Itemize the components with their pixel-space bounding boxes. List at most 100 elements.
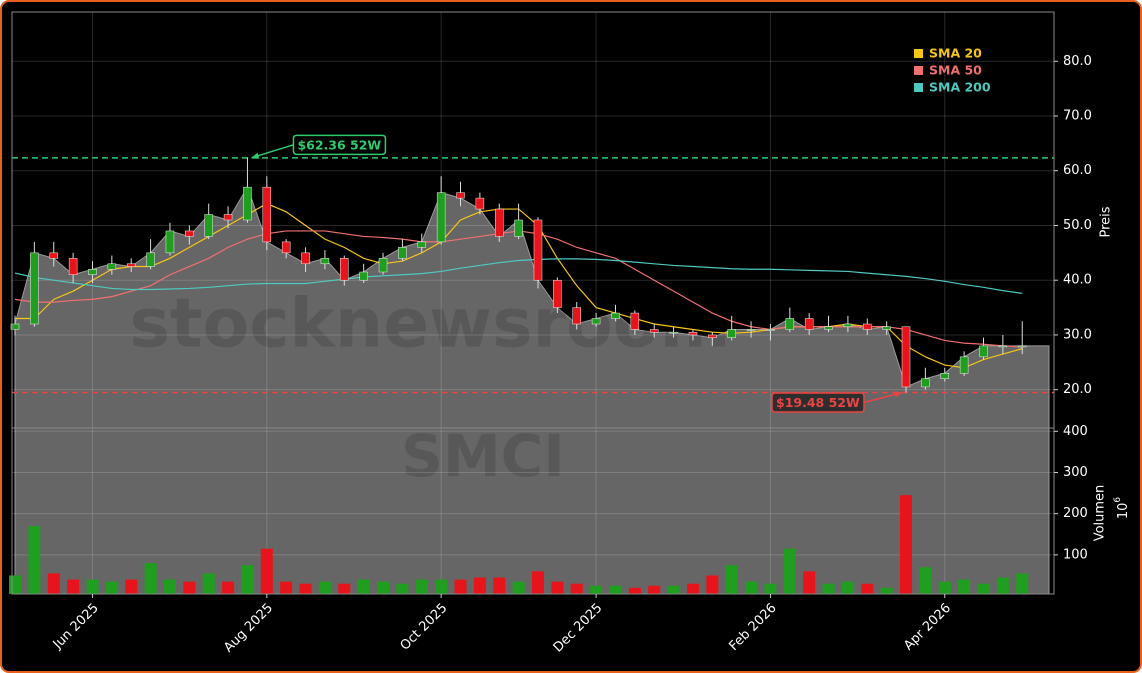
volume-bar — [318, 581, 331, 594]
plot-border — [11, 11, 1055, 595]
y-tick-label: 60.0 — [1063, 163, 1092, 178]
y-tick-label: 20.0 — [1063, 382, 1092, 397]
candle-body — [669, 331, 678, 334]
volume-bar — [28, 526, 41, 594]
candle-body — [746, 329, 756, 331]
volume-bar — [357, 579, 370, 594]
volume-bar — [822, 583, 835, 594]
candle-body — [572, 307, 581, 325]
annotation-label: $19.48 52W — [776, 395, 860, 410]
volume-bar — [783, 548, 796, 594]
volume-bar — [977, 583, 990, 594]
volume-bar — [473, 577, 486, 594]
candle-body — [649, 329, 659, 333]
volume-bar — [435, 579, 448, 594]
volume-bar — [241, 565, 254, 594]
y-tick-label: 70.0 — [1063, 109, 1092, 124]
volume-bar — [415, 579, 428, 594]
y-tick-label: 40.0 — [1063, 273, 1092, 288]
volume-bar — [163, 579, 176, 594]
volume-bar — [764, 583, 777, 594]
candle-body — [10, 323, 20, 330]
volume-bar — [222, 581, 235, 594]
candle-body — [398, 247, 407, 259]
candle-body — [843, 323, 853, 327]
volume-bar — [803, 571, 816, 594]
candle-body — [359, 271, 368, 281]
candle-body — [495, 208, 504, 237]
y-axis-title: Preis — [1099, 206, 1114, 237]
candle-body — [436, 192, 446, 243]
volume-bar — [280, 581, 293, 594]
volume-bar — [86, 579, 99, 594]
candle-body — [901, 326, 911, 388]
candle-body — [223, 214, 233, 221]
candle-body — [979, 345, 988, 358]
marks-layer — [9, 157, 1054, 594]
candle-body — [727, 329, 736, 338]
volume-bar — [299, 583, 312, 594]
volume-bar — [996, 577, 1009, 594]
volume-tick-label: 200 — [1063, 506, 1088, 521]
candle-body — [553, 279, 562, 308]
candle-body — [804, 318, 814, 330]
volume-bar — [958, 579, 971, 594]
candle-body — [30, 252, 39, 325]
volume-bar — [880, 587, 893, 594]
watermark-symbol: SMCI — [401, 422, 565, 490]
candle-body — [514, 219, 523, 237]
volume-bar — [338, 583, 351, 594]
volume-bar — [900, 495, 913, 594]
volume-bar — [125, 579, 138, 594]
watermark-layer: stocknewsroom SMCI — [130, 285, 731, 491]
overlay-layer: $62.36 52W $19.48 52W SMA 20 SMA 50 SMA 200 — [251, 46, 991, 413]
candle-body — [824, 326, 833, 330]
candle-body — [959, 356, 969, 374]
candle-body — [591, 318, 601, 325]
volume-bar — [144, 563, 157, 594]
volume-bar — [493, 577, 506, 594]
volume-bar — [590, 585, 603, 594]
volume-bar — [377, 581, 390, 594]
legend-label: SMA 200 — [929, 80, 991, 95]
candle-body — [611, 312, 620, 319]
candle-body — [68, 258, 78, 275]
volume-bar — [628, 587, 641, 594]
candle-body — [49, 252, 58, 259]
volume-bar — [47, 573, 60, 594]
candle-body — [262, 186, 272, 243]
candle-body — [921, 378, 930, 388]
volume-bar — [841, 581, 854, 594]
candle-body — [165, 230, 175, 254]
volume-bar — [725, 565, 738, 594]
sma-line — [14, 258, 1023, 294]
candle-body — [785, 318, 795, 330]
volume-bar — [570, 583, 583, 594]
volume-bar — [183, 581, 196, 594]
candle-body — [708, 334, 717, 338]
candle-body — [475, 197, 485, 210]
grid-layer — [12, 12, 1054, 594]
candle-body — [185, 230, 194, 237]
candle-body — [456, 192, 465, 199]
volume-bar — [396, 583, 409, 594]
volume-bar — [648, 585, 661, 594]
y-tick-label: 30.0 — [1063, 327, 1092, 342]
candle-body — [204, 214, 213, 237]
volume-bar — [531, 571, 544, 594]
volume-bar — [609, 585, 622, 594]
candle-body — [146, 252, 155, 267]
candle-body — [301, 252, 310, 265]
candle-body — [126, 263, 136, 267]
candle-body — [863, 323, 872, 330]
volume-bar — [105, 581, 118, 594]
volume-bar — [260, 548, 273, 594]
legend-label: SMA 20 — [929, 46, 982, 61]
legend-swatch — [914, 49, 923, 58]
candle-body — [688, 331, 698, 336]
candle-body — [533, 219, 543, 281]
volume-bar — [861, 583, 874, 594]
